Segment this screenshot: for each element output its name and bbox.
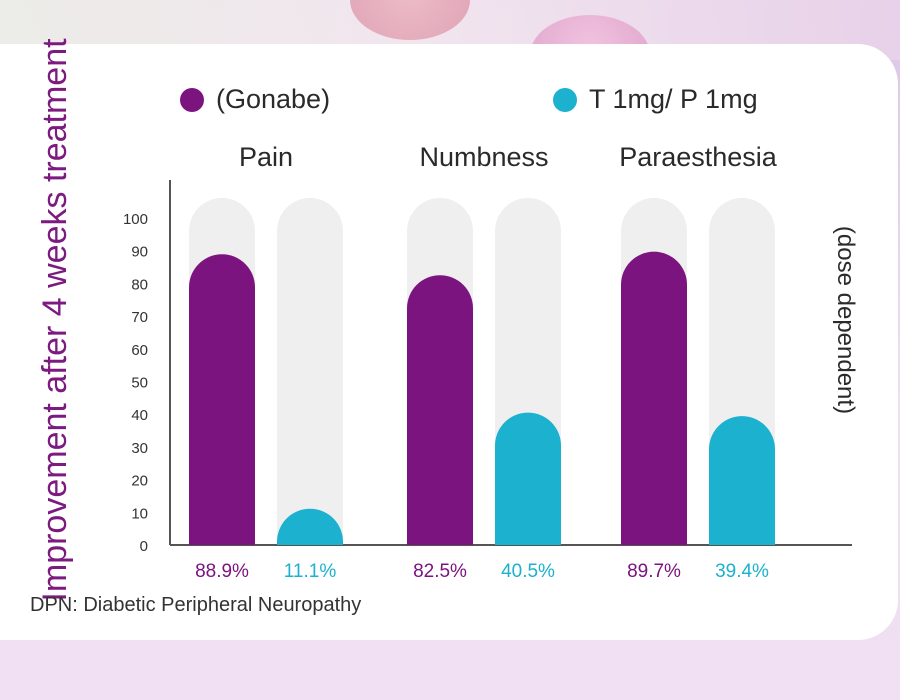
category-label: Paraesthesia [619,142,778,172]
data-label: 39.4% [715,561,769,582]
y-tick-label: 60 [131,342,148,359]
data-label: 40.5% [501,561,555,582]
bar [407,275,473,545]
bar [277,508,343,545]
footnote: DPN: Diabetic Peripheral Neuropathy [30,594,362,616]
y-tick-label: 50 [131,375,148,392]
y-tick-label: 20 [131,473,148,490]
legend-dot-icon [180,87,204,112]
legend-dot-icon [553,87,577,112]
y-tick-label: 70 [131,309,148,326]
legend-label-placebo: T 1mg/ P 1mg [589,84,758,114]
bar [495,412,561,545]
y-tick-label: 30 [131,440,148,457]
bar [709,416,775,545]
data-label: 82.5% [413,561,467,582]
y-tick-label: 90 [131,244,148,261]
y-tick-label: 0 [140,538,148,555]
bar [621,251,687,545]
legend-item-placebo: T 1mg/ P 1mg [553,84,758,115]
data-label: 89.7% [627,561,681,582]
legend-item-gonabe: (Gonabe) [180,84,330,115]
y-tick-label: 40 [131,407,148,424]
legend-label-gonabe: (Gonabe) [216,84,331,114]
y-tick-label: 100 [123,211,148,228]
bar [189,254,255,545]
category-label: Pain [239,142,293,172]
category-label: Numbness [419,142,548,172]
y-tick-label: 10 [131,505,148,522]
data-label: 88.9% [195,561,249,582]
bar-track [277,198,343,545]
y-tick-label: 80 [131,276,148,293]
data-label: 11.1% [284,561,337,582]
